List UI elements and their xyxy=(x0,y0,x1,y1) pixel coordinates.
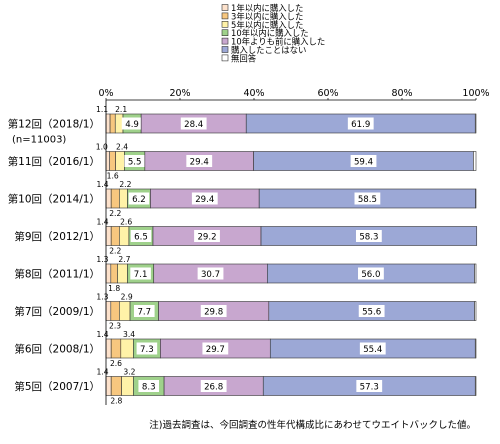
legend-swatch-2 xyxy=(222,13,228,19)
bar-segment xyxy=(473,152,476,171)
data-label: 6.2 xyxy=(132,195,146,205)
data-label: 1.8 xyxy=(108,284,120,293)
bar-segment xyxy=(475,339,476,358)
data-label: 29.8 xyxy=(204,308,223,318)
data-label: 29.2 xyxy=(197,233,216,243)
bar-segment xyxy=(106,302,111,321)
data-label: 7.3 xyxy=(140,345,154,355)
bar-segment xyxy=(106,227,111,246)
category-label: 第12回（2018/1） xyxy=(8,118,100,131)
data-label: 58.3 xyxy=(359,233,378,243)
category-note: (n=11003) xyxy=(12,135,66,146)
data-label: 30.7 xyxy=(201,270,220,280)
data-label: 61.9 xyxy=(351,120,370,130)
data-label: 2.3 xyxy=(109,322,121,331)
data-label: 4.9 xyxy=(125,120,139,130)
bar-segment xyxy=(121,339,134,358)
bar-segment xyxy=(110,152,116,171)
category-label: 第8回（2011/1） xyxy=(14,268,100,281)
data-label: 2.2 xyxy=(119,180,131,189)
data-label: 29.7 xyxy=(206,345,225,355)
legend-swatch-4 xyxy=(222,30,228,36)
legend-label-7: 無回答 xyxy=(231,53,257,63)
x-tick-label: 100% xyxy=(462,88,489,99)
data-label: 58.5 xyxy=(358,195,377,205)
category-label: 第9回（2012/1） xyxy=(14,230,100,243)
data-label: 29.4 xyxy=(195,195,214,205)
data-label: 1.4 xyxy=(97,218,109,227)
x-tick-label: 20% xyxy=(169,88,190,99)
bar-segment xyxy=(111,189,119,208)
legend-swatch-3 xyxy=(222,21,228,27)
bar-segment xyxy=(111,377,121,396)
bar-segment xyxy=(117,264,127,283)
legend-swatch-7 xyxy=(222,55,228,61)
data-label: 1.4 xyxy=(97,330,109,339)
bar-segment xyxy=(111,227,119,246)
bar-segment xyxy=(475,264,476,283)
bar-segment xyxy=(106,339,111,358)
data-label: 26.8 xyxy=(204,383,223,393)
data-label: 29.4 xyxy=(190,158,209,168)
bar-segment xyxy=(122,377,134,396)
data-label: 3.4 xyxy=(123,330,135,339)
data-label: 2.1 xyxy=(115,105,127,114)
legend-swatch-1 xyxy=(222,5,228,11)
data-label: 2.8 xyxy=(110,397,122,406)
data-label: 2.6 xyxy=(120,218,132,227)
category-label: 第11回（2016/1） xyxy=(8,155,100,168)
bar-segment xyxy=(106,114,110,133)
x-tick-label: 0% xyxy=(98,88,113,99)
bar-segment xyxy=(110,114,115,133)
bar-segment xyxy=(475,377,476,396)
category-label: 第5回（2007/1） xyxy=(14,380,100,393)
data-label: 55.6 xyxy=(362,308,381,318)
data-label: 59.4 xyxy=(354,158,373,168)
category-label: 第6回（2008/1） xyxy=(14,343,100,356)
data-label: 57.3 xyxy=(360,383,379,393)
bar-segment xyxy=(116,152,125,171)
bar-segment xyxy=(119,302,130,321)
data-label: 7.7 xyxy=(137,308,151,318)
bar-segment xyxy=(119,227,129,246)
data-label: 8.3 xyxy=(142,383,156,393)
bar-segment xyxy=(106,264,111,283)
data-label: 28.4 xyxy=(184,120,203,130)
data-label: 7.1 xyxy=(134,270,148,280)
data-label: 1.1 xyxy=(96,105,108,114)
footnote: 注)過去調査は、今回調査の性年代構成比にあわせてウエイトバックした値。 xyxy=(149,419,476,431)
category-label: 第10回（2014/1） xyxy=(8,193,100,206)
data-label: 1.3 xyxy=(96,293,108,302)
data-label: 1.4 xyxy=(97,180,109,189)
bar-segment xyxy=(106,377,111,396)
bar-segment xyxy=(111,302,120,321)
data-label: 56.0 xyxy=(361,270,380,280)
data-label: 55.4 xyxy=(363,345,382,355)
data-label: 6.5 xyxy=(134,233,148,243)
data-label: 5.5 xyxy=(128,158,142,168)
legend-swatch-5 xyxy=(222,38,228,44)
legend-swatch-6 xyxy=(222,47,228,53)
x-tick-label: 40% xyxy=(243,88,264,99)
data-label: 2.6 xyxy=(110,359,122,368)
data-label: 1.4 xyxy=(97,368,109,377)
x-tick-label: 60% xyxy=(317,88,338,99)
bar-segment xyxy=(119,189,127,208)
data-label: 2.4 xyxy=(116,143,128,152)
data-label: 2.9 xyxy=(121,293,133,302)
category-label: 第7回（2009/1） xyxy=(14,305,100,318)
data-label: 3.2 xyxy=(123,368,135,377)
data-label: 2.7 xyxy=(118,255,130,264)
bar-segment xyxy=(475,114,476,133)
x-tick-label: 80% xyxy=(391,88,412,99)
bar-segment xyxy=(475,302,476,321)
bar-segment xyxy=(111,264,118,283)
bar-segment xyxy=(106,152,110,171)
bar-segment xyxy=(106,189,111,208)
bar-segment xyxy=(111,339,121,358)
data-label: 1.3 xyxy=(96,255,108,264)
